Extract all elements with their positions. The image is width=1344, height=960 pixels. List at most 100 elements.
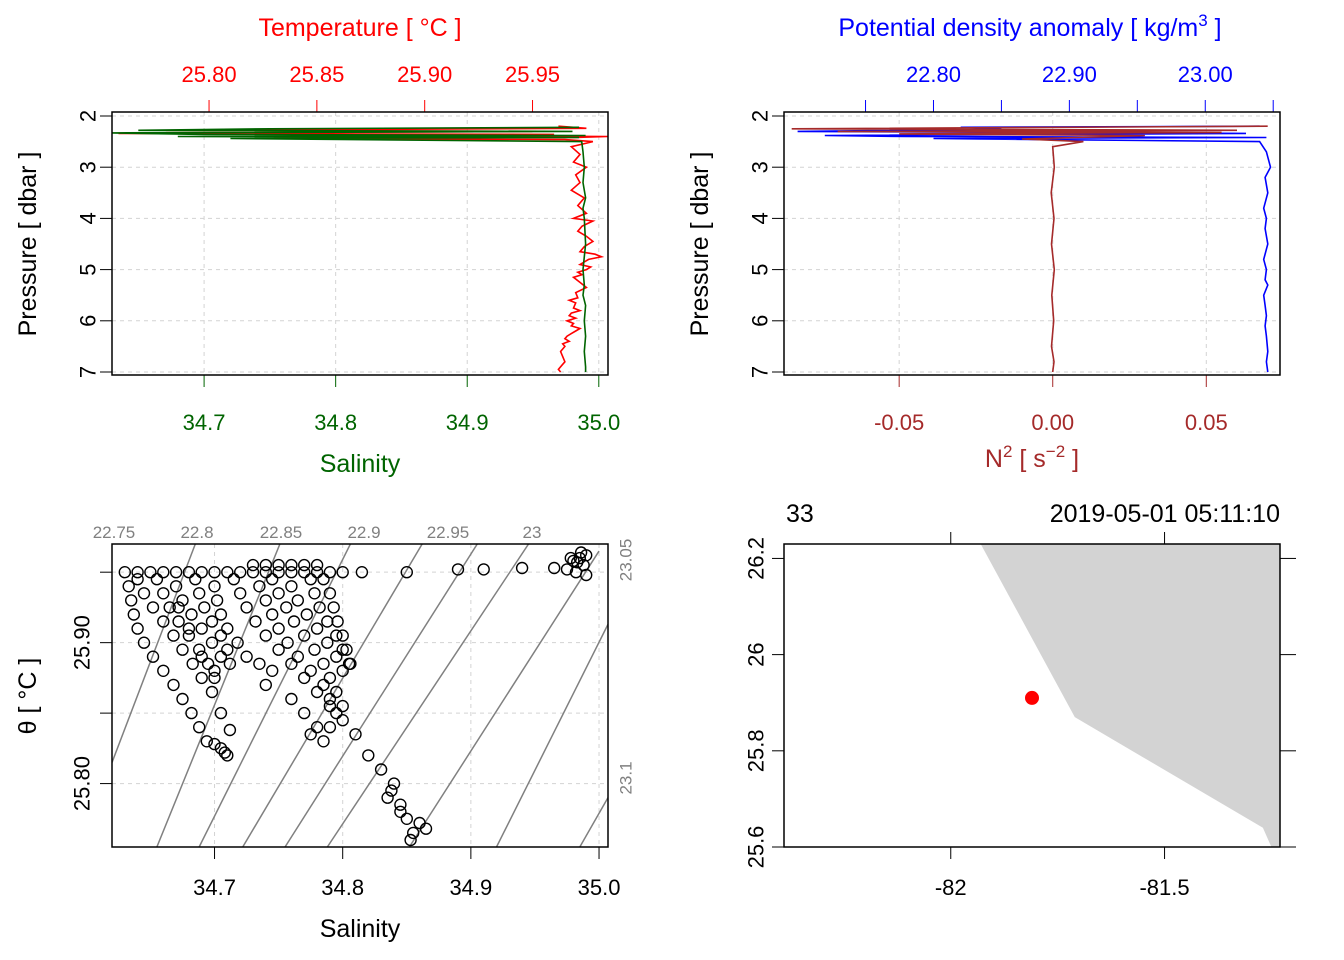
ts-point	[249, 615, 262, 628]
ts-point	[272, 587, 285, 600]
y-tick-label: 3	[76, 161, 101, 173]
ts-point	[223, 723, 237, 737]
profile-density-plot-frame	[783, 111, 1281, 376]
ts-point	[201, 657, 215, 670]
ts-point	[298, 706, 311, 720]
ts-point	[374, 763, 388, 776]
ts-point	[192, 643, 206, 656]
top-tick-label: 25.80	[182, 62, 237, 87]
y-tick-label: 25.6	[744, 826, 769, 869]
ts-point	[200, 735, 214, 748]
ts-point	[182, 629, 196, 642]
ts-point	[195, 622, 208, 635]
ts-point	[198, 601, 211, 614]
isopycnal-line	[156, 544, 281, 847]
x-tick-label: 35.0	[578, 875, 621, 900]
ts-point	[259, 629, 272, 642]
ts-point	[336, 714, 349, 727]
ts-point	[205, 685, 219, 699]
ts-point	[308, 643, 321, 656]
ts-point	[176, 643, 189, 656]
ts-point	[323, 699, 337, 713]
isopycnal-label: 22.8	[180, 523, 213, 542]
ts-point	[185, 706, 198, 720]
isopycnal-label: 22.9	[347, 523, 380, 542]
ts-point	[169, 566, 183, 579]
ts-point	[221, 622, 234, 635]
land-polygon	[980, 544, 1280, 847]
ts-point	[192, 721, 206, 734]
ts-point	[233, 587, 247, 600]
ts-point	[205, 636, 219, 649]
isopycnal-label: 22.85	[260, 523, 303, 542]
ts-point	[221, 566, 234, 579]
ts-point	[205, 615, 219, 628]
potential-density-anomaly-line	[797, 125, 1272, 373]
ts-point	[451, 563, 465, 576]
profile-ts-y-axis-label: Pressure [ dbar ]	[14, 152, 42, 337]
ts-point	[317, 573, 330, 586]
y-tick-label: 25.80	[70, 756, 95, 811]
ts-point	[331, 615, 344, 628]
profile-density-grid	[784, 112, 1280, 375]
ts-point	[272, 566, 285, 579]
ts-point	[310, 721, 324, 734]
ts-point	[195, 566, 208, 579]
ts-point	[253, 657, 266, 670]
ts-point	[404, 833, 417, 847]
station-map-timestamp: 2019-05-01 05:11:10	[1050, 500, 1280, 528]
ts-diagram-panel: 34.7 34.8 34.9 35.0 25.80 25.90 22.75 22.8 22.85…	[14, 523, 636, 943]
ts-point	[515, 561, 529, 575]
profile-density-top-axis-label: Potential density anomaly [ kg/m3 ]	[838, 11, 1221, 42]
ts-point	[253, 580, 266, 593]
ts-point	[407, 826, 420, 840]
ts-point	[195, 671, 208, 685]
ts-diagram-ticks: 34.7 34.8 34.9 35.0 25.80 25.90 22.75 22.8 22.85…	[70, 523, 636, 900]
ts-point	[208, 737, 221, 751]
station-map-station-id: 33	[786, 500, 814, 528]
profile-density-ticks: 2 3 4 5 6 7 -0.05 0.00 0.05 22.80 22.90 23.00	[748, 62, 1274, 435]
y-tick-label: 2	[76, 110, 101, 122]
top-tick-label: 23.00	[1178, 62, 1233, 87]
ts-point	[336, 699, 349, 713]
ts-point	[223, 657, 237, 670]
ts-point	[313, 601, 326, 614]
ts-point	[304, 573, 317, 586]
station-map-panel: -82 -81.5 25.6 25.8 26 26.2 33 2019-05-01 05:…	[744, 500, 1296, 900]
top-tick-label: 22.90	[1042, 62, 1097, 87]
bottom-tick-label: 34.7	[183, 410, 226, 435]
ts-point	[259, 558, 272, 572]
ts-point	[210, 594, 224, 607]
ts-point	[131, 566, 144, 579]
ts-diagram-y-axis-label: θ [ °C ]	[14, 658, 42, 735]
ts-point	[291, 594, 304, 607]
ts-point	[192, 587, 206, 600]
bottom-tick-label: 34.8	[314, 410, 357, 435]
ts-point	[298, 566, 311, 579]
ts-point	[387, 777, 401, 790]
ts-point	[323, 587, 337, 600]
ts-point	[571, 556, 584, 569]
ts-point	[169, 580, 183, 593]
ts-point	[227, 573, 241, 586]
isopycnal-line	[495, 623, 608, 847]
station-map-ticks: -82 -81.5 25.6 25.8 26 26.2	[744, 532, 1296, 900]
ts-point	[272, 622, 285, 635]
ts-point	[176, 692, 189, 706]
ts-point	[163, 601, 176, 614]
bottom-tick-label: 0.05	[1185, 410, 1228, 435]
ts-point	[413, 816, 426, 830]
station-marker	[1025, 690, 1039, 705]
ts-point	[118, 566, 132, 579]
ts-point	[131, 573, 144, 586]
ts-point	[146, 601, 160, 614]
ts-point	[285, 692, 298, 706]
ts-point	[323, 692, 337, 706]
isopycnal-label: 23.1	[617, 761, 636, 794]
ts-point	[221, 749, 234, 762]
ts-point	[272, 558, 285, 572]
isopycnal-line	[408, 550, 600, 847]
ts-point	[214, 706, 228, 720]
ts-point	[144, 566, 157, 579]
